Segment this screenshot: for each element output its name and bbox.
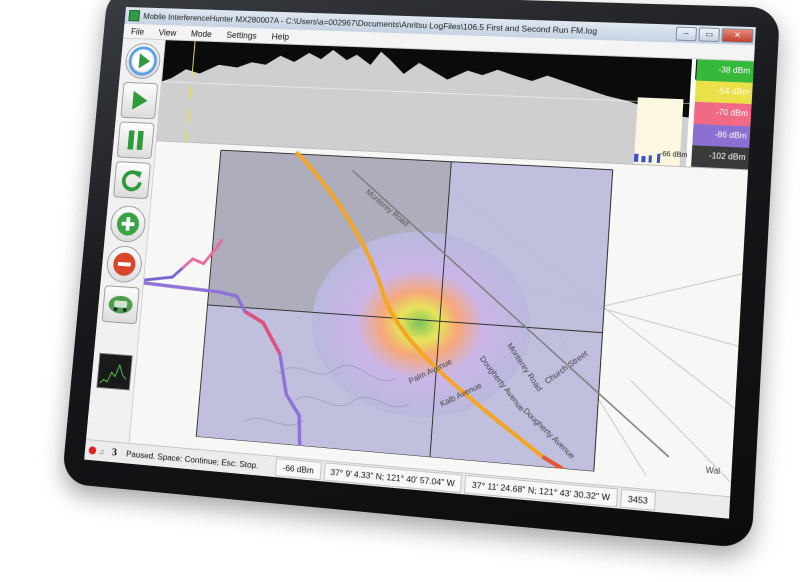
maximize-button[interactable]: ▭ [698,27,720,42]
minimize-button[interactable]: – [675,27,697,42]
play-button[interactable] [120,82,158,119]
legend-level-5: -102 dBm [691,145,749,169]
legend-level-4: -86 dBm [692,124,750,148]
pause-button[interactable] [117,121,155,159]
map-view[interactable]: Monterey Road Monterey Road Dougherty Av… [129,141,748,497]
zoom-out-button[interactable] [105,245,143,284]
status-level: -66 dBm [275,458,321,480]
spectrum-thumbnail[interactable] [96,353,132,391]
zoom-in-button[interactable] [109,205,147,243]
legend-level-3: -70 dBm [694,102,752,126]
record-indicator-icon [88,446,96,455]
status-count: 3 [111,446,117,458]
status-icons: ♫ [88,446,104,456]
pause-icon [123,127,149,153]
zoom-out-icon [110,250,138,279]
road-label-wal: Wal [705,465,720,476]
menu-file[interactable]: File [131,26,145,36]
legend-level-2: -54 dBm [695,81,753,105]
status-message: Paused. Space: Continue; Esc: Stop. [126,449,259,471]
mini-chart-icon [97,354,131,390]
app-icon [128,10,140,22]
menu-help[interactable]: Help [271,31,289,41]
close-button[interactable]: ✕ [721,28,753,43]
play-icon [126,88,152,114]
signal-legend: -38 dBm -54 dBm -70 dBm -86 dBm -102 dBm [691,59,754,169]
play-circle-icon [127,45,159,76]
zoom-in-icon [114,210,142,238]
tablet-camera [426,4,432,10]
tablet-screen: Mobile InterferenceHunter MX280007A - C:… [84,7,756,519]
menu-settings[interactable]: Settings [226,30,257,41]
menu-view[interactable]: View [158,27,177,37]
refresh-icon [119,167,145,193]
legend-level-1: -38 dBm [696,59,754,83]
tablet-device: Mobile InterferenceHunter MX280007A - C:… [62,0,781,549]
menu-mode[interactable]: Mode [191,28,213,38]
car-mode-button[interactable] [102,285,140,324]
status-points: 3453 [620,489,656,511]
map-canvas: Monterey Road Monterey Road Dougherty Av… [131,141,748,483]
level-readout: -66 dBm [660,151,688,159]
audio-icon: ♫ [98,447,104,456]
refresh-button[interactable] [113,161,151,199]
car-icon [106,293,136,316]
record-play-button[interactable] [124,43,162,80]
